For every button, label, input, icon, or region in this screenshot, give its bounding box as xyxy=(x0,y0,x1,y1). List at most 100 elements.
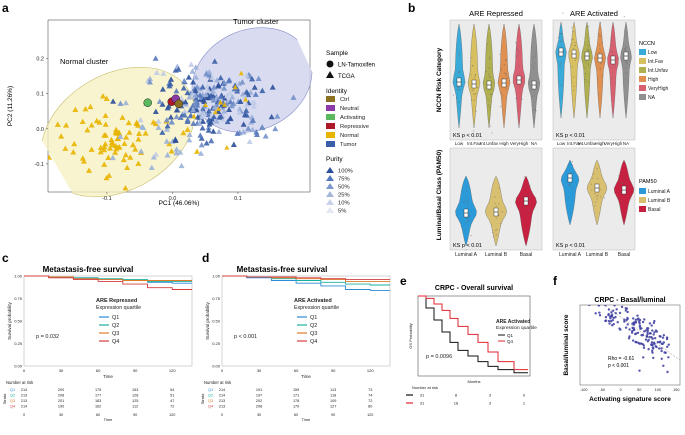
tumor-sample-point xyxy=(173,113,180,120)
violin-jitter-point xyxy=(491,132,493,134)
pca-legend: Sample LN-Tamoxifen TCGA Identity Ctrl Ne… xyxy=(326,50,375,215)
violin-jitter-point xyxy=(489,58,491,60)
violin-jitter-point xyxy=(586,81,588,83)
violin-col-title-repressed: ARE Repressed xyxy=(469,9,523,18)
violin-jitter-point xyxy=(621,212,623,214)
scatter-f-point xyxy=(618,311,622,315)
km-d-title: Metastasis-free survival xyxy=(237,265,328,274)
violin-jitter-point xyxy=(584,78,586,81)
tumor-sample-point xyxy=(199,118,206,124)
violin-jitter-point xyxy=(475,93,477,95)
x-tick-label: -0.1 xyxy=(102,196,111,202)
risk-cell: 128 xyxy=(132,394,138,398)
km-e-legend-title: ARE Activated xyxy=(496,319,530,325)
tumor-sample-point xyxy=(192,87,199,94)
violin-jitter-point xyxy=(463,201,465,203)
nccn-legend-label: High xyxy=(648,77,659,83)
scatter-f-point xyxy=(662,341,666,344)
tumor-sample-point xyxy=(205,127,212,133)
violin-jitter-point xyxy=(560,32,562,35)
risk-cell: 118 xyxy=(330,394,336,398)
scatter-f-point xyxy=(607,312,610,316)
violin-shape xyxy=(620,21,632,119)
normal-sample-point xyxy=(122,184,129,191)
tumor-sample-point xyxy=(152,108,159,115)
tumor-sample-point xyxy=(224,118,231,125)
violin-jitter-point xyxy=(494,196,496,198)
tumor-sample-point xyxy=(146,75,153,82)
tumor-sample-point xyxy=(253,129,260,135)
scatter-f-point xyxy=(640,334,643,337)
normal-sample-point xyxy=(121,140,128,146)
tumor-sample-point xyxy=(206,121,213,127)
scatter-f-point xyxy=(587,297,589,299)
violin-jitter-point xyxy=(534,109,537,111)
violin-jitter-point xyxy=(610,51,612,53)
scatter-f-point xyxy=(594,312,597,315)
violin-jitter-point xyxy=(530,193,533,196)
tumor-sample-point xyxy=(196,85,203,92)
violin-jitter-point xyxy=(463,229,466,231)
risk-x-tick-label: 30 xyxy=(257,413,261,417)
scatter-f-annotation-p: p < 0.001 xyxy=(608,363,629,369)
violin-jitter-point xyxy=(489,93,492,95)
violin-jitter-point xyxy=(574,42,576,44)
identity-swatch xyxy=(326,96,335,102)
nccn-legend-label: NA xyxy=(648,95,656,101)
violin-jitter-point xyxy=(523,176,525,178)
violin-jitter-point xyxy=(623,48,625,50)
scatter-f-point xyxy=(639,327,642,330)
tumor-sample-point xyxy=(173,107,180,113)
normal-sample-point xyxy=(242,96,249,102)
violin-jitter-point xyxy=(501,211,504,213)
km-x-tick-label: 60 xyxy=(294,368,299,373)
violin-jitter-point xyxy=(490,101,492,103)
scatter-f-point xyxy=(645,335,649,338)
risk-cell: 72 xyxy=(368,399,372,403)
violin-jitter-point xyxy=(521,98,523,100)
tumor-sample-point xyxy=(208,137,215,144)
violin-jitter-point xyxy=(467,204,469,206)
km-line-q1 xyxy=(222,275,390,291)
scatter-f-x-tick-label: 100 xyxy=(655,388,661,392)
violin-jitter-point xyxy=(470,74,472,76)
scatter-f-point xyxy=(626,323,629,326)
tumor-sample-point xyxy=(193,74,200,80)
normal-sample-point xyxy=(202,102,209,107)
scatter-f-point xyxy=(598,291,600,293)
normal-sample-point xyxy=(103,95,110,101)
violin-jitter-point xyxy=(619,203,621,205)
tumor-sample-point xyxy=(211,104,218,110)
nccn-x-label: High xyxy=(499,141,509,146)
risk-x-tick-label: 120 xyxy=(367,413,373,417)
violin-jitter-point xyxy=(500,92,503,95)
violin-jitter-point xyxy=(515,97,517,100)
km-legend-subtitle: Expression quartile xyxy=(96,305,141,311)
risk-row-label: Q1 xyxy=(208,388,213,392)
risk-cell: 200 xyxy=(58,388,64,392)
km-y-tick-label: 0.75 xyxy=(14,296,23,301)
violin-jitter-point xyxy=(534,56,537,59)
tumor-sample-point xyxy=(236,106,243,112)
violin-jitter-point xyxy=(597,177,599,180)
normal-sample-point xyxy=(72,106,79,113)
violin-jitter-point xyxy=(474,93,476,95)
violin-jitter-point xyxy=(519,84,521,86)
normal-sample-point xyxy=(88,122,95,128)
scatter-f-point xyxy=(652,321,656,325)
km-y-tick-label: 0.25 xyxy=(14,341,23,346)
normal-sample-point xyxy=(191,113,197,119)
km-e-risk-cell: 18 xyxy=(454,401,459,406)
tumor-sample-point xyxy=(184,89,191,96)
risk-x-tick-label: 60 xyxy=(96,413,100,417)
km-e-risk-cell: 31 xyxy=(420,393,425,398)
km-e-line-q1 xyxy=(418,295,528,374)
scatter-f-point xyxy=(610,311,613,314)
tumor-sample-point xyxy=(178,162,185,169)
y-tick-label: 0.0 xyxy=(36,127,44,133)
tumor-sample-point xyxy=(259,87,266,94)
pca-xlabel: PC1 (46.06%) xyxy=(159,200,200,207)
scatter-f-point xyxy=(646,329,650,332)
violin-jitter-point xyxy=(593,173,595,175)
scatter-f-point xyxy=(651,329,654,332)
